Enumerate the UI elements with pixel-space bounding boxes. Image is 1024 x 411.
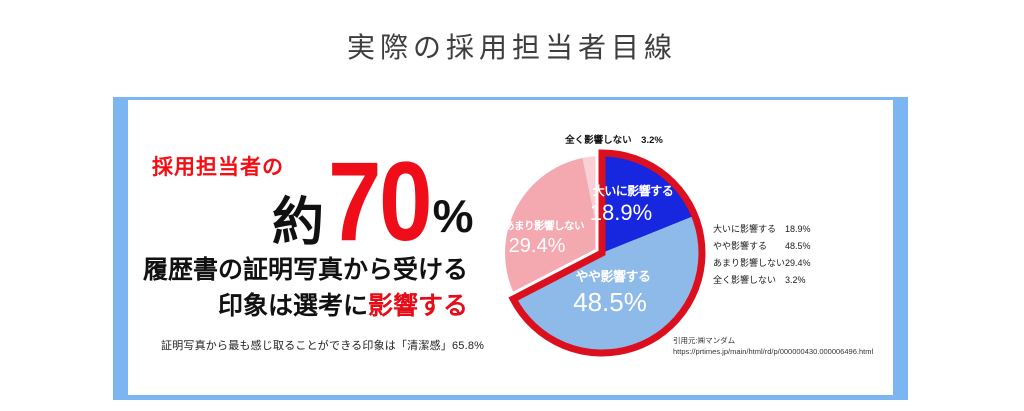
- slice-label-1: やや影響する: [575, 269, 650, 284]
- page-title: 実際の採用担当者目線: [346, 32, 677, 63]
- chart-legend: 大いに影響する 18.9% やや影響する 48.5% あまり影響しない29.4% 全く影響…: [713, 221, 811, 289]
- legend-label: 全く影響しない: [713, 275, 777, 285]
- message-line-2-black: 印象は選考に: [217, 292, 368, 320]
- message-line-2: 印象は選考に影響する: [132, 288, 468, 324]
- footnote: 証明写真から最も感じ取ることができる印象は「清潔感」65.8%: [161, 340, 485, 352]
- pie-slice-0: [602, 155, 692, 253]
- legend-label: あまり影響しない: [713, 258, 786, 268]
- message-line-2-red: 影響する: [367, 292, 468, 320]
- legend-row: 全く影響しない 3.2%: [713, 272, 811, 289]
- headline-message: 履歴書の証明写真から受ける 印象は選考に影響する: [132, 252, 468, 324]
- slice-label-0: 大いに影響する: [593, 183, 674, 198]
- source-citation: 引用元:㈱マンダム https://prtimes.jp/main/html/r…: [673, 336, 873, 357]
- pie-chart-svg: 大いに影響する 18.9% やや影響する 48.5% あまり影響しない 29.4% 全く影響…: [504, 134, 709, 360]
- legend-label: やや影響する: [713, 241, 768, 251]
- slice-value-2: 29.4%: [509, 235, 566, 257]
- slice-label-2: あまり影響しない: [504, 219, 584, 232]
- source-url: https://prtimes.jp/main/html/rd/p/000000…: [673, 346, 874, 356]
- slice-value-1: 48.5%: [573, 287, 647, 317]
- legend-row: あまり影響しない29.4%: [713, 255, 811, 272]
- slice-label-outside: 全く影響しない 3.2%: [564, 134, 663, 146]
- legend-value: 29.4%: [785, 258, 811, 268]
- pie-chart: 大いに影響する 18.9% やや影響する 48.5% あまり影響しない 29.4% 全く影響…: [487, 131, 717, 366]
- slice-value-0: 18.9%: [590, 200, 652, 225]
- legend-value: 18.9%: [785, 224, 811, 234]
- stat-value: 70: [328, 139, 433, 264]
- headline-prefix: 採用担当者の: [152, 156, 284, 179]
- source-label: 引用元:㈱マンダム: [673, 336, 736, 345]
- legend-label: 大いに影響する: [713, 224, 777, 234]
- legend-row: やや影響する 48.5%: [713, 238, 811, 255]
- pie-slice-1: [515, 216, 700, 351]
- legend-value: 3.2%: [785, 275, 806, 285]
- highlight-outline: [508, 149, 706, 357]
- legend-row: 大いに影響する 18.9%: [713, 221, 811, 238]
- stat-approx-label: 約: [272, 194, 325, 252]
- headline-stat: 約 70 %: [272, 146, 474, 258]
- message-line-1: 履歴書の証明写真から受ける: [142, 256, 468, 284]
- stat-unit: %: [432, 190, 474, 242]
- infographic-panel: 採用担当者の 約 70 % 履歴書の証明写真から受ける 印象は選考に影響する 証…: [113, 97, 908, 400]
- legend-value: 48.5%: [785, 241, 811, 251]
